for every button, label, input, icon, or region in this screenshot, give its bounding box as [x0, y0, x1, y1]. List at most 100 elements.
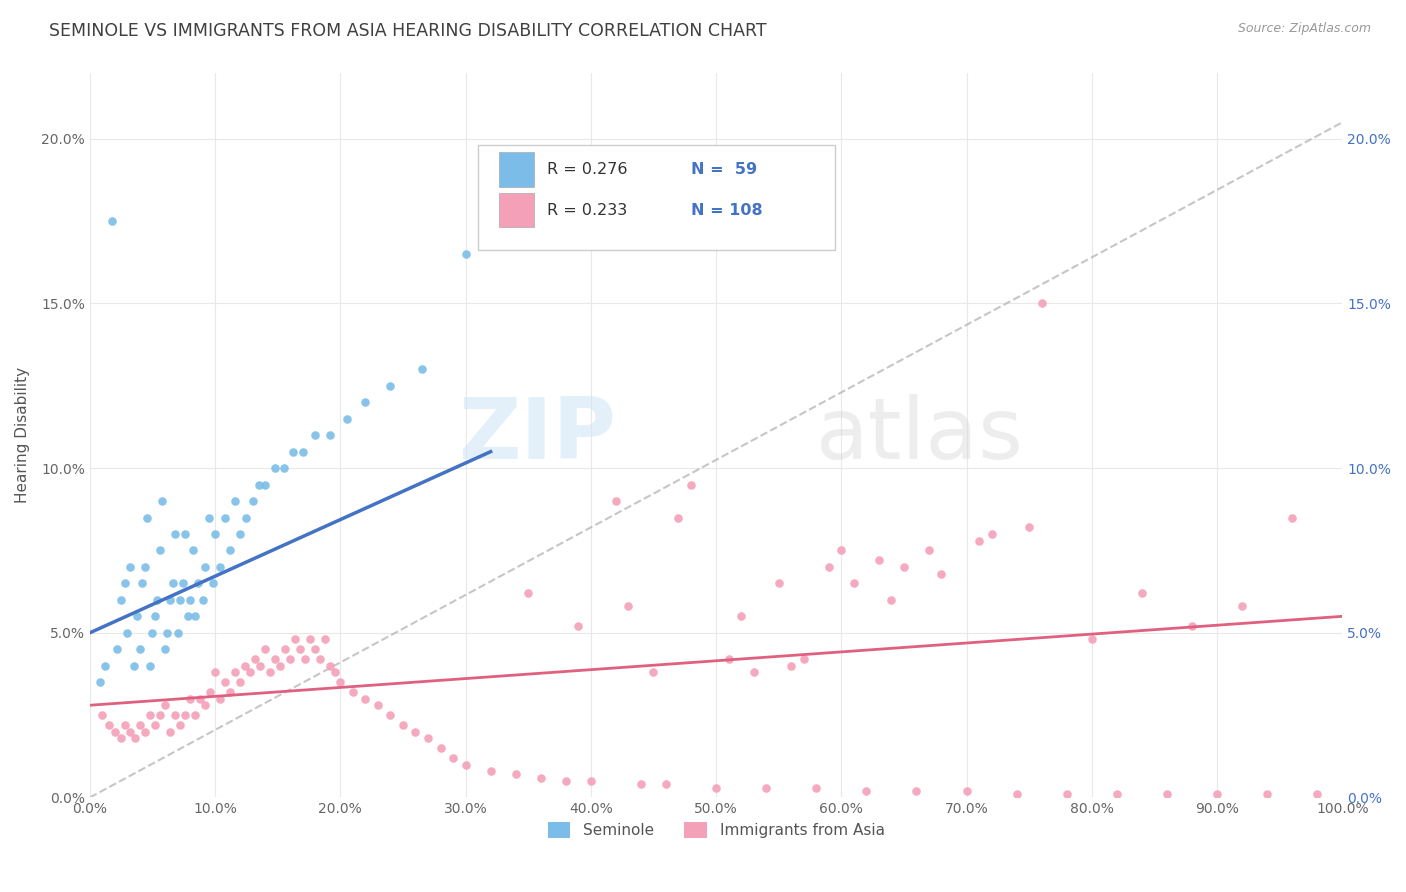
- Point: [110, 731, 132, 746]
- Point: [229, 527, 252, 541]
- Point: [793, 652, 815, 666]
- Point: [184, 708, 207, 723]
- Point: [704, 780, 727, 795]
- Point: [380, 379, 402, 393]
- Point: [134, 560, 156, 574]
- Point: [309, 652, 332, 666]
- FancyBboxPatch shape: [478, 145, 835, 251]
- Point: [505, 767, 527, 781]
- Point: [1056, 787, 1078, 801]
- Point: [243, 652, 266, 666]
- Point: [855, 784, 877, 798]
- Point: [742, 665, 765, 680]
- Point: [172, 576, 194, 591]
- Point: [97, 718, 120, 732]
- Point: [124, 731, 146, 746]
- Point: [1081, 632, 1104, 647]
- FancyBboxPatch shape: [499, 152, 534, 186]
- Point: [117, 625, 139, 640]
- Point: [319, 428, 342, 442]
- Point: [194, 560, 217, 574]
- Point: [299, 632, 322, 647]
- Point: [1281, 510, 1303, 524]
- Point: [101, 214, 124, 228]
- Point: [163, 527, 186, 541]
- Point: [191, 592, 214, 607]
- Point: [169, 718, 191, 732]
- Point: [304, 428, 326, 442]
- Point: [209, 691, 232, 706]
- Point: [249, 658, 271, 673]
- Point: [278, 652, 301, 666]
- Point: [980, 527, 1002, 541]
- Point: [139, 658, 162, 673]
- Point: [931, 566, 953, 581]
- Point: [1105, 787, 1128, 801]
- Point: [1156, 787, 1178, 801]
- Point: [314, 632, 336, 647]
- Point: [806, 780, 828, 795]
- Point: [114, 718, 136, 732]
- Point: [254, 642, 277, 657]
- Point: [181, 543, 204, 558]
- Point: [233, 658, 256, 673]
- Point: [392, 718, 415, 732]
- Point: [554, 774, 576, 789]
- Point: [118, 560, 141, 574]
- Text: N = 108: N = 108: [690, 203, 762, 219]
- Point: [380, 708, 402, 723]
- Point: [114, 576, 136, 591]
- Point: [259, 665, 281, 680]
- Point: [201, 576, 224, 591]
- Point: [224, 665, 246, 680]
- Point: [441, 751, 464, 765]
- Point: [156, 625, 179, 640]
- Point: [304, 642, 326, 657]
- Point: [1256, 787, 1278, 801]
- Point: [153, 698, 176, 713]
- Point: [679, 477, 702, 491]
- Point: [204, 665, 226, 680]
- Point: [143, 609, 166, 624]
- Point: [127, 609, 149, 624]
- Point: [159, 592, 181, 607]
- Point: [354, 395, 377, 409]
- Point: [567, 619, 589, 633]
- Point: [1230, 599, 1253, 614]
- Point: [780, 658, 803, 673]
- Text: N =  59: N = 59: [690, 161, 758, 177]
- Point: [242, 494, 264, 508]
- Point: [411, 362, 433, 376]
- FancyBboxPatch shape: [499, 193, 534, 227]
- Point: [290, 642, 312, 657]
- Point: [143, 718, 166, 732]
- Point: [579, 774, 602, 789]
- Point: [179, 592, 201, 607]
- Text: R = 0.276: R = 0.276: [547, 161, 627, 177]
- Point: [129, 642, 152, 657]
- Point: [817, 560, 839, 574]
- Point: [194, 698, 217, 713]
- Point: [429, 741, 451, 756]
- Point: [416, 731, 439, 746]
- Point: [224, 494, 246, 508]
- Point: [162, 576, 184, 591]
- Point: [329, 675, 352, 690]
- Point: [187, 576, 209, 591]
- Point: [479, 764, 502, 778]
- Point: [264, 461, 287, 475]
- Text: Source: ZipAtlas.com: Source: ZipAtlas.com: [1237, 22, 1371, 36]
- Point: [247, 477, 270, 491]
- Point: [768, 576, 790, 591]
- Point: [122, 658, 145, 673]
- Point: [336, 411, 359, 425]
- Point: [219, 685, 242, 699]
- Point: [842, 576, 865, 591]
- Point: [605, 494, 627, 508]
- Point: [105, 642, 128, 657]
- Point: [668, 510, 690, 524]
- Point: [104, 724, 127, 739]
- Point: [630, 777, 652, 791]
- Point: [717, 652, 740, 666]
- Point: [169, 592, 191, 607]
